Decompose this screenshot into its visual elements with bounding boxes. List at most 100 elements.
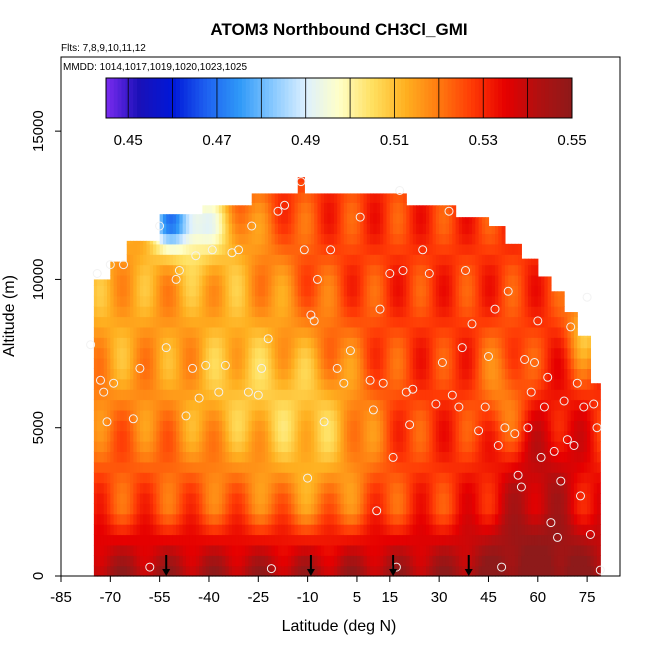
- heatmap-cell: [182, 274, 187, 286]
- heatmap-cell: [189, 337, 194, 349]
- heatmap-cell: [97, 430, 102, 442]
- heatmap-cell: [291, 368, 296, 380]
- heatmap-cell: [504, 326, 509, 338]
- heatmap-cell: [347, 482, 351, 494]
- heatmap-cell: [462, 441, 467, 453]
- heatmap-cell: [425, 233, 430, 245]
- heatmap-cell: [271, 513, 276, 525]
- heatmap-cell: [225, 243, 230, 255]
- heatmap-cell: [481, 285, 486, 297]
- heatmap-cell: [435, 441, 440, 453]
- heatmap-cell: [169, 326, 174, 338]
- heatmap-cell: [189, 544, 194, 556]
- heatmap-cell: [261, 243, 266, 255]
- heatmap-cell: [162, 233, 167, 245]
- heatmap-cell: [205, 306, 210, 318]
- heatmap-cell: [465, 254, 470, 266]
- heatmap-cell: [327, 326, 332, 338]
- heatmap-cell: [324, 524, 328, 536]
- heatmap-cell: [205, 565, 210, 577]
- heatmap-cell: [189, 285, 194, 297]
- heatmap-cell: [287, 482, 292, 494]
- heatmap-cell: [202, 212, 207, 224]
- heatmap-cell: [301, 399, 305, 411]
- heatmap-cell: [472, 441, 476, 453]
- heatmap-cell: [406, 306, 411, 318]
- heatmap-cell: [419, 243, 424, 255]
- heatmap-cell: [537, 409, 542, 421]
- heatmap-cell: [172, 534, 177, 546]
- heatmap-cell: [363, 254, 368, 266]
- heatmap-cell: [340, 254, 345, 266]
- heatmap-cell: [103, 306, 108, 318]
- heatmap-cell: [130, 472, 134, 484]
- heatmap-cell: [327, 503, 332, 515]
- heatmap-cell: [159, 358, 164, 369]
- heatmap-cell: [481, 451, 486, 463]
- heatmap-cell: [432, 337, 437, 349]
- heatmap-cell: [429, 358, 434, 369]
- heatmap-cell: [376, 461, 381, 473]
- heatmap-cell: [330, 202, 335, 214]
- heatmap-cell: [97, 482, 102, 494]
- heatmap-cell: [245, 399, 250, 411]
- heatmap-cell: [149, 254, 154, 266]
- heatmap-cell: [162, 503, 167, 515]
- heatmap-cell: [478, 441, 483, 453]
- heatmap-cell: [231, 420, 236, 432]
- heatmap-cell: [429, 430, 434, 442]
- heatmap-cell: [301, 274, 305, 286]
- heatmap-cell: [373, 326, 378, 338]
- heatmap-cell: [241, 337, 246, 349]
- heatmap-cell: [402, 451, 407, 463]
- heatmap-cell: [432, 316, 437, 328]
- heatmap-cell: [442, 441, 447, 453]
- heatmap-cell: [297, 389, 302, 401]
- heatmap-cell: [396, 389, 401, 401]
- heatmap-cell: [139, 337, 144, 349]
- heatmap-cell: [251, 193, 256, 203]
- heatmap-cell: [327, 347, 332, 359]
- heatmap-cell: [379, 212, 384, 224]
- heatmap-cell: [521, 513, 526, 525]
- heatmap-cell: [324, 389, 328, 401]
- heatmap-cell: [199, 430, 203, 442]
- heatmap-cell: [304, 534, 309, 546]
- heatmap-cell: [452, 451, 457, 463]
- heatmap-cell: [399, 544, 404, 556]
- heatmap-cell: [347, 285, 351, 297]
- heatmap-cell: [347, 555, 351, 567]
- heatmap-cell: [353, 524, 358, 536]
- heatmap-cell: [166, 441, 171, 453]
- heatmap-cell: [544, 399, 549, 411]
- heatmap-cell: [208, 295, 213, 307]
- heatmap-cell: [241, 243, 246, 255]
- heatmap-cell: [231, 347, 236, 359]
- heatmap-cell: [228, 441, 233, 453]
- heatmap-cell: [136, 358, 141, 369]
- heatmap-cell: [439, 306, 444, 318]
- heatmap-cell: [340, 306, 345, 318]
- heatmap-cell: [294, 451, 299, 463]
- heatmap-cell: [406, 223, 411, 235]
- heatmap-cell: [116, 326, 121, 338]
- heatmap-cell: [557, 461, 562, 473]
- heatmap-cell: [455, 358, 460, 369]
- heatmap-cell: [541, 430, 545, 442]
- heatmap-cell: [495, 461, 499, 473]
- heatmap-cell: [518, 326, 522, 338]
- heatmap-cell: [179, 389, 184, 401]
- heatmap-cell: [192, 274, 197, 286]
- heatmap-cell: [399, 285, 404, 297]
- heatmap-cell: [110, 441, 115, 453]
- heatmap-cell: [337, 492, 342, 504]
- heatmap-cell: [291, 193, 296, 203]
- heatmap-cell: [113, 358, 118, 369]
- heatmap-cell: [189, 243, 194, 255]
- heatmap-cell: [314, 430, 319, 442]
- heatmap-cell: [238, 306, 243, 318]
- heatmap-cell: [301, 202, 305, 214]
- heatmap-cell: [97, 472, 102, 484]
- heatmap-cell: [531, 441, 536, 453]
- heatmap-cell: [159, 492, 164, 504]
